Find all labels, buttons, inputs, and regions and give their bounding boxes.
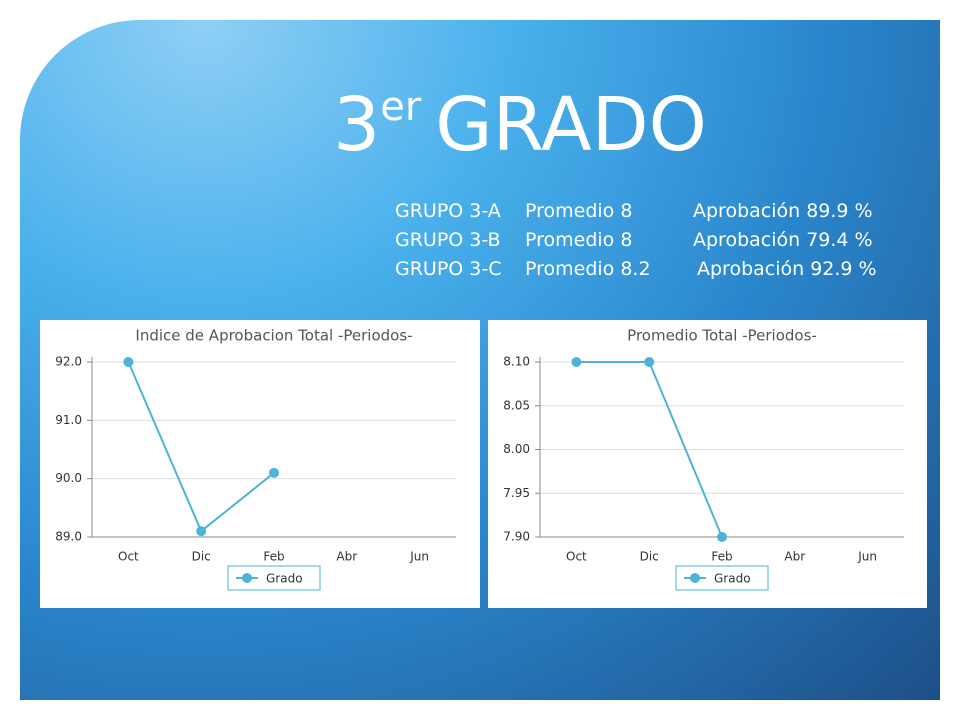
average: Promedio 8	[525, 229, 633, 251]
y-tick-label: 7.95	[503, 486, 530, 500]
legend-label: Grado	[714, 572, 751, 586]
title-number: 3	[333, 82, 381, 168]
chart-title: Promedio Total -Periodos-	[627, 327, 817, 345]
chart: Indice de Aprobacion Total -Periodos- 89.…	[55, 327, 456, 591]
chart-panel: Promedio Total -Periodos- 7.90 7.95 8.00 8.0…	[488, 320, 927, 608]
legend-label: Grado	[266, 572, 303, 586]
point	[644, 357, 655, 367]
point	[571, 357, 582, 367]
group: GRUPO 3-C	[395, 258, 502, 280]
y-tick-label: 90.0	[55, 471, 82, 485]
y-tick-label: 7.90	[503, 530, 530, 544]
series-line	[127, 361, 275, 533]
point	[123, 357, 134, 367]
x-tick-label: Oct	[566, 550, 587, 564]
y-tick-label: 91.0	[55, 413, 82, 427]
x-tick-label: Jun	[409, 550, 429, 564]
group: GRUPO 3-A	[395, 200, 501, 222]
x-tick-label: Abr	[336, 550, 357, 564]
point	[717, 532, 727, 542]
group: GRUPO 3-B	[395, 229, 501, 251]
title-suffix: er	[380, 84, 422, 130]
point	[196, 526, 207, 537]
approval: Aprobación 89.9 %	[693, 200, 873, 222]
x-tick-label: Feb	[711, 550, 732, 564]
x-tick-label: Feb	[263, 550, 284, 564]
y-tick-label: 8.00	[503, 442, 530, 456]
chart: Promedio Total -Periodos- 7.90 7.95 8.00 8.0…	[503, 327, 904, 591]
average: Promedio 8	[525, 200, 633, 222]
approval: Aprobación 92.9 %	[697, 258, 877, 280]
y-tick-label: 92.0	[55, 355, 82, 369]
title-text: GRADO	[435, 82, 707, 168]
legend-marker	[242, 573, 252, 583]
approval: Aprobación 79.4 %	[693, 229, 873, 251]
x-tick-label: Dic	[192, 550, 211, 564]
slide: 3er GRADO GRUPO 3-A Promedio 8 Aprobación 8…	[20, 20, 940, 700]
x-tick-label: Jun	[857, 550, 877, 564]
point	[269, 467, 279, 478]
legend-box	[227, 565, 321, 591]
x-tick-label: Oct	[118, 550, 139, 564]
legend-box	[675, 565, 769, 591]
y-tick-label: 8.05	[503, 398, 530, 412]
y-tick-label: 8.10	[503, 355, 530, 369]
y-tick-label: 89.0	[55, 530, 82, 544]
average: Promedio 8.2	[525, 258, 651, 280]
slide-title: 3er GRADO	[20, 82, 940, 168]
x-tick-label: Dic	[640, 550, 659, 564]
chart-panel: Indice de Aprobacion Total -Periodos- 89.…	[40, 320, 480, 608]
chart-title: Indice de Aprobacion Total -Periodos-	[135, 327, 412, 345]
legend-marker	[690, 573, 700, 583]
x-tick-label: Abr	[784, 550, 805, 564]
